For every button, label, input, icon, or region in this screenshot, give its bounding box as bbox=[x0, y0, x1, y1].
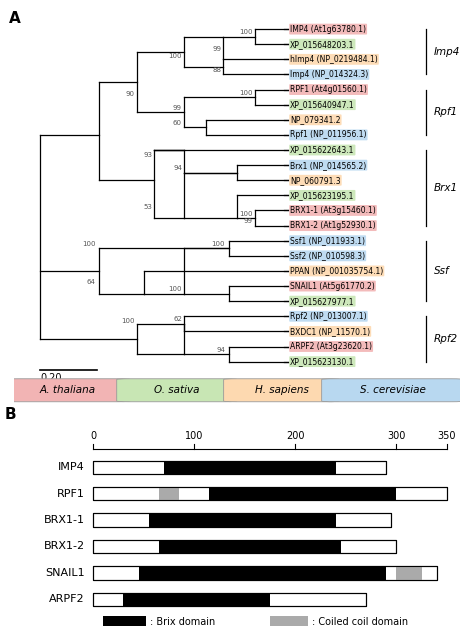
Text: 99: 99 bbox=[212, 46, 221, 52]
Text: : Brix domain: : Brix domain bbox=[150, 617, 215, 627]
Text: Ssf2 (NP_010598.3): Ssf2 (NP_010598.3) bbox=[290, 251, 365, 260]
Bar bbox=[210, 487, 396, 500]
Text: BRX1-1: BRX1-1 bbox=[44, 515, 85, 525]
Text: 53: 53 bbox=[144, 205, 152, 211]
Text: ARPF2: ARPF2 bbox=[49, 594, 85, 604]
Bar bbox=[93, 460, 386, 474]
FancyBboxPatch shape bbox=[117, 379, 237, 402]
FancyBboxPatch shape bbox=[224, 379, 339, 402]
Text: Imp4 (NP_014324.3): Imp4 (NP_014324.3) bbox=[290, 70, 368, 79]
Bar bbox=[159, 487, 179, 500]
Bar bbox=[270, 616, 309, 627]
Text: Rpf2 (NP_013007.1): Rpf2 (NP_013007.1) bbox=[290, 312, 367, 321]
Text: B: B bbox=[5, 407, 17, 422]
Bar bbox=[396, 566, 422, 580]
Text: XP_015623130.1: XP_015623130.1 bbox=[290, 357, 355, 366]
Text: XP_015622643.1: XP_015622643.1 bbox=[290, 146, 355, 155]
Text: Ssf1 (NP_011933.1): Ssf1 (NP_011933.1) bbox=[290, 236, 365, 245]
Text: PPAN (NP_001035754.1): PPAN (NP_001035754.1) bbox=[290, 267, 383, 276]
Text: IMP4 (At1g63780.1): IMP4 (At1g63780.1) bbox=[290, 24, 366, 33]
Bar bbox=[93, 566, 437, 580]
Text: 100: 100 bbox=[168, 286, 182, 292]
Text: NP_079341.2: NP_079341.2 bbox=[290, 115, 341, 124]
Text: A: A bbox=[9, 11, 20, 26]
Text: BRX1-2: BRX1-2 bbox=[44, 542, 85, 551]
Text: Brx1 (NP_014565.2): Brx1 (NP_014565.2) bbox=[290, 160, 366, 169]
Bar bbox=[138, 566, 386, 580]
Text: A. thaliana: A. thaliana bbox=[40, 384, 96, 395]
Text: 100: 100 bbox=[185, 431, 203, 441]
Text: IMP4: IMP4 bbox=[58, 462, 85, 472]
Text: H. sapiens: H. sapiens bbox=[255, 384, 309, 395]
Text: 93: 93 bbox=[143, 151, 152, 158]
Text: 300: 300 bbox=[387, 431, 406, 441]
Bar bbox=[93, 540, 396, 553]
Text: Rpf2: Rpf2 bbox=[434, 334, 458, 344]
Text: RPF1 (At4g01560.1): RPF1 (At4g01560.1) bbox=[290, 85, 367, 94]
Text: BRX1-1 (At3g15460.1): BRX1-1 (At3g15460.1) bbox=[290, 206, 376, 215]
Bar bbox=[93, 540, 396, 553]
Text: 0.20: 0.20 bbox=[40, 373, 62, 383]
Text: 100: 100 bbox=[239, 90, 253, 95]
Text: ARPF2 (At3g23620.1): ARPF2 (At3g23620.1) bbox=[290, 342, 372, 351]
Text: O. sativa: O. sativa bbox=[154, 384, 200, 395]
Text: Imp4: Imp4 bbox=[434, 47, 460, 57]
Text: BRX1-2 (At1g52930.1): BRX1-2 (At1g52930.1) bbox=[290, 221, 376, 230]
Text: Rpf1 (NP_011956.1): Rpf1 (NP_011956.1) bbox=[290, 131, 367, 139]
Bar bbox=[93, 460, 386, 474]
FancyBboxPatch shape bbox=[5, 379, 130, 402]
Text: 62: 62 bbox=[173, 316, 182, 323]
Text: BXDC1 (NP_11570.1): BXDC1 (NP_11570.1) bbox=[290, 327, 370, 336]
Bar bbox=[93, 592, 366, 606]
Bar bbox=[149, 513, 336, 527]
Text: XP_015648203.1: XP_015648203.1 bbox=[290, 40, 355, 49]
Bar bbox=[159, 540, 341, 553]
Text: 88: 88 bbox=[212, 67, 221, 73]
Bar bbox=[93, 513, 392, 527]
Bar bbox=[123, 592, 270, 606]
Text: XP_015640947.1: XP_015640947.1 bbox=[290, 100, 355, 109]
Text: RPF1: RPF1 bbox=[57, 489, 85, 498]
Text: 100: 100 bbox=[121, 318, 135, 324]
Bar bbox=[93, 487, 447, 500]
Text: 100: 100 bbox=[82, 241, 95, 247]
Text: 90: 90 bbox=[126, 91, 135, 97]
Text: 350: 350 bbox=[438, 431, 456, 441]
Text: 64: 64 bbox=[86, 279, 95, 285]
Text: : Coiled coil domain: : Coiled coil domain bbox=[312, 617, 409, 627]
Text: 100: 100 bbox=[212, 241, 225, 247]
Text: SNAIL1 (At5g61770.2): SNAIL1 (At5g61770.2) bbox=[290, 281, 375, 290]
Text: S. cerevisiae: S. cerevisiae bbox=[360, 384, 426, 395]
Text: 60: 60 bbox=[173, 120, 182, 126]
Text: SNAIL1: SNAIL1 bbox=[46, 568, 85, 578]
Text: Brx1: Brx1 bbox=[434, 183, 458, 193]
Text: 94: 94 bbox=[173, 165, 182, 171]
Text: 99: 99 bbox=[244, 218, 253, 224]
Bar bbox=[93, 592, 366, 606]
Text: 100: 100 bbox=[239, 29, 253, 35]
Bar bbox=[93, 487, 447, 500]
FancyBboxPatch shape bbox=[322, 379, 464, 402]
Bar bbox=[164, 460, 336, 474]
Text: 100: 100 bbox=[168, 53, 182, 59]
Text: 99: 99 bbox=[173, 105, 182, 111]
Bar bbox=[103, 616, 146, 627]
Bar bbox=[93, 513, 392, 527]
Bar bbox=[93, 566, 437, 580]
Text: NP_060791.3: NP_060791.3 bbox=[290, 176, 341, 185]
Text: Ssf: Ssf bbox=[434, 266, 449, 276]
Text: 100: 100 bbox=[239, 211, 253, 216]
Text: 0: 0 bbox=[90, 431, 96, 441]
Text: Rpf1: Rpf1 bbox=[434, 108, 458, 117]
Text: 200: 200 bbox=[286, 431, 305, 441]
Text: 94: 94 bbox=[216, 346, 225, 352]
Text: XP_015627977.1: XP_015627977.1 bbox=[290, 297, 355, 306]
Text: XP_015623195.1: XP_015623195.1 bbox=[290, 191, 355, 200]
Text: hImp4 (NP_0219484.1): hImp4 (NP_0219484.1) bbox=[290, 55, 378, 64]
